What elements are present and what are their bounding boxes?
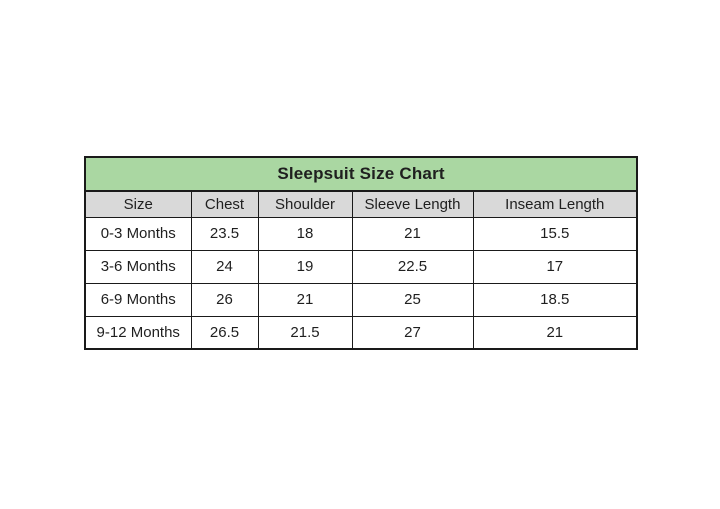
cell-inseam-length: 17 xyxy=(472,249,638,284)
cell-chest: 24 xyxy=(190,249,259,284)
cell-inseam-length: 18.5 xyxy=(472,282,638,317)
cell-shoulder: 21 xyxy=(257,282,353,317)
table-row: 0-3 Months 23.5 18 21 15.5 xyxy=(84,216,638,251)
cell-sleeve-length: 22.5 xyxy=(351,249,474,284)
size-chart-container: Sleepsuit Size Chart Size Chest Shoulder… xyxy=(84,156,639,350)
cell-chest: 23.5 xyxy=(190,216,259,251)
cell-inseam-length: 15.5 xyxy=(472,216,638,251)
cell-shoulder: 19 xyxy=(257,249,353,284)
table-row: 6-9 Months 26 21 25 18.5 xyxy=(84,282,638,317)
cell-sleeve-length: 21 xyxy=(351,216,474,251)
cell-shoulder: 21.5 xyxy=(257,315,353,350)
cell-inseam-length: 21 xyxy=(472,315,638,350)
cell-chest: 26.5 xyxy=(190,315,259,350)
column-header-shoulder: Shoulder xyxy=(257,190,353,218)
table-row: 9-12 Months 26.5 21.5 27 21 xyxy=(84,315,638,350)
column-header-chest: Chest xyxy=(190,190,259,218)
cell-chest: 26 xyxy=(190,282,259,317)
size-chart-table: Sleepsuit Size Chart Size Chest Shoulder… xyxy=(84,156,639,350)
column-header-inseam-length: Inseam Length xyxy=(472,190,638,218)
cell-shoulder: 18 xyxy=(257,216,353,251)
table-row: 3-6 Months 24 19 22.5 17 xyxy=(84,249,638,284)
cell-size: 9-12 Months xyxy=(84,315,192,350)
cell-size: 0-3 Months xyxy=(84,216,192,251)
column-header-row: Size Chest Shoulder Sleeve Length Inseam… xyxy=(84,190,638,218)
column-header-sleeve-length: Sleeve Length xyxy=(351,190,474,218)
cell-size: 6-9 Months xyxy=(84,282,192,317)
cell-sleeve-length: 27 xyxy=(351,315,474,350)
column-header-size: Size xyxy=(84,190,192,218)
chart-title: Sleepsuit Size Chart xyxy=(84,156,638,192)
cell-size: 3-6 Months xyxy=(84,249,192,284)
chart-title-row: Sleepsuit Size Chart xyxy=(84,156,638,192)
cell-sleeve-length: 25 xyxy=(351,282,474,317)
